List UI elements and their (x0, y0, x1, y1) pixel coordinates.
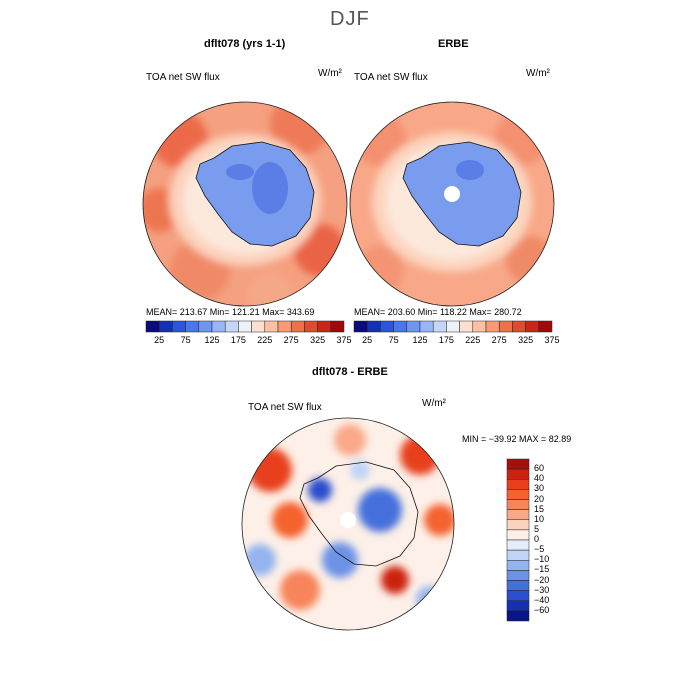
colorbar-tick-label: 175 (438, 335, 454, 345)
diff-colorbar (506, 458, 530, 622)
colorbar-swatch (380, 320, 394, 333)
colorbar-tick-label: 225 (257, 335, 273, 345)
colorbar-tick-label: 5 (534, 523, 540, 534)
colorbar-swatch (506, 499, 530, 510)
colorbar-swatch (459, 320, 474, 333)
colorbar-swatch (304, 320, 318, 333)
colorbar-tick-label: 375 (336, 335, 352, 345)
colorbar-tick-label: 325 (310, 335, 326, 345)
model-panel-title: dflt078 (yrs 1-1) (204, 38, 286, 50)
colorbar-swatch (406, 320, 421, 333)
obs-units: W/m² (526, 68, 550, 79)
colorbar-swatch (290, 320, 305, 333)
colorbar-swatch (158, 320, 173, 333)
colorbar-swatch (198, 320, 213, 333)
model-field-label: TOA net SW flux (146, 72, 220, 83)
colorbar-tick-label: 75 (388, 335, 399, 345)
obs-colorbar (353, 320, 553, 333)
colorbar-swatch (277, 320, 292, 333)
colorbar-swatch (145, 320, 160, 333)
colorbar-swatch (506, 600, 530, 612)
colorbar-tick-label: −15 (534, 564, 550, 575)
colorbar-swatch (506, 458, 530, 470)
colorbar-tick-label: −10 (534, 554, 550, 565)
diff-field-label: TOA net SW flux (248, 402, 322, 413)
colorbar-tick-label: 60 (534, 463, 545, 474)
colorbar-swatch (525, 320, 540, 333)
colorbar-swatch (506, 590, 530, 601)
colorbar-swatch (506, 479, 530, 490)
model-stats: MEAN= 213.67 Min= 121.21 Max= 343.69 (146, 307, 315, 317)
colorbar-tick-label: −20 (534, 574, 550, 585)
colorbar-swatch (485, 320, 500, 333)
colorbar-tick-label: 275 (491, 335, 507, 345)
colorbar-swatch (472, 320, 487, 333)
colorbar-swatch (498, 320, 513, 333)
colorbar-swatch (317, 320, 332, 333)
colorbar-swatch (393, 320, 408, 333)
obs-panel-title: ERBE (438, 38, 469, 50)
colorbar-swatch (353, 320, 368, 333)
colorbar-tick-label: 75 (180, 335, 191, 345)
model-colorbar (145, 320, 345, 333)
colorbar-swatch (538, 320, 553, 333)
colorbar-swatch (512, 320, 526, 333)
colorbar-swatch (506, 610, 530, 622)
colorbar-swatch (506, 570, 530, 581)
colorbar-swatch (238, 320, 252, 333)
colorbar-swatch (446, 320, 460, 333)
colorbar-swatch (172, 320, 186, 333)
diff-minmax: MIN = −39.92 MAX = 82.89 (462, 434, 572, 444)
colorbar-tick-label: 375 (544, 335, 560, 345)
colorbar-swatch (330, 320, 345, 333)
model-units: W/m² (318, 68, 342, 79)
colorbar-swatch (506, 468, 530, 480)
colorbar-swatch (432, 320, 447, 333)
colorbar-tick-label: 15 (534, 503, 545, 514)
colorbar-tick-label: 20 (534, 493, 545, 504)
colorbar-swatch (264, 320, 279, 333)
colorbar-swatch (506, 549, 530, 561)
colorbar-tick-label: 225 (465, 335, 481, 345)
colorbar-swatch (366, 320, 381, 333)
colorbar-tick-label: 125 (204, 335, 220, 345)
colorbar-tick-label: 30 (534, 483, 545, 494)
colorbar-swatch (185, 320, 200, 333)
colorbar-swatch (211, 320, 226, 333)
colorbar-tick-label: 175 (230, 335, 246, 345)
colorbar-tick-label: −30 (534, 584, 550, 595)
colorbar-tick-label: 40 (534, 473, 545, 484)
colorbar-swatch (506, 509, 530, 520)
obs-field-label: TOA net SW flux (354, 72, 428, 83)
colorbar-tick-label: 125 (412, 335, 428, 345)
colorbar-swatch (506, 580, 530, 591)
colorbar-swatch (251, 320, 266, 333)
colorbar-swatch (506, 539, 530, 551)
diff-units: W/m² (422, 398, 446, 409)
colorbar-tick-label: −5 (534, 544, 545, 555)
colorbar-tick-label: −60 (534, 604, 550, 615)
colorbar-tick-label: 25 (154, 335, 165, 345)
colorbar-tick-label: 0 (534, 534, 540, 544)
colorbar-tick-label: −40 (534, 594, 550, 605)
diff-panel-title: dflt078 - ERBE (312, 366, 388, 378)
colorbar-swatch (506, 560, 530, 571)
colorbar-tick-label: 25 (362, 335, 373, 345)
page-title: DJF (330, 8, 370, 30)
model-polar-map (142, 101, 348, 307)
diff-polar-map (241, 417, 455, 631)
colorbar-swatch (419, 320, 434, 333)
colorbar-swatch (224, 320, 239, 333)
colorbar-tick-label: 10 (534, 513, 545, 524)
obs-stats: MEAN= 203.60 Min= 118.22 Max= 280.72 (354, 307, 522, 317)
colorbar-tick-label: 325 (518, 335, 534, 345)
colorbar-swatch (506, 529, 530, 541)
colorbar-swatch (506, 519, 530, 531)
colorbar-swatch (506, 489, 530, 500)
colorbar-tick-label: 275 (283, 335, 299, 345)
obs-polar-map (349, 101, 555, 307)
